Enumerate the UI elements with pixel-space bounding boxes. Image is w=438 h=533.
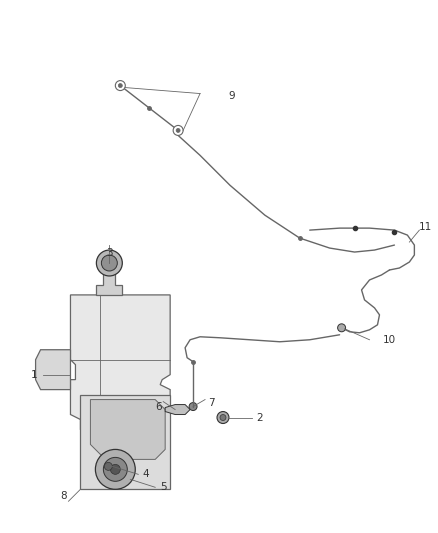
Text: 8: 8 (60, 491, 67, 501)
Text: 6: 6 (155, 401, 162, 411)
Text: 5: 5 (160, 482, 166, 492)
Circle shape (104, 462, 112, 470)
Circle shape (101, 255, 117, 271)
Circle shape (115, 80, 125, 91)
Polygon shape (90, 400, 165, 459)
Circle shape (110, 464, 120, 474)
Circle shape (176, 128, 180, 132)
Circle shape (103, 457, 127, 481)
Text: 11: 11 (419, 222, 432, 232)
Text: 10: 10 (383, 335, 396, 345)
Polygon shape (165, 405, 190, 415)
Circle shape (220, 415, 226, 421)
Circle shape (95, 449, 135, 489)
Text: 7: 7 (208, 398, 214, 408)
Polygon shape (96, 270, 122, 295)
Text: 3: 3 (106, 248, 113, 258)
Circle shape (173, 125, 183, 135)
Circle shape (338, 324, 346, 332)
Text: 4: 4 (143, 470, 149, 479)
Text: 9: 9 (229, 91, 235, 101)
Polygon shape (81, 394, 170, 489)
Circle shape (217, 411, 229, 424)
Text: 2: 2 (257, 413, 263, 423)
Circle shape (189, 402, 197, 410)
Polygon shape (35, 350, 71, 390)
Circle shape (96, 250, 122, 276)
Text: 1: 1 (31, 370, 38, 379)
Circle shape (118, 84, 122, 87)
Polygon shape (71, 295, 170, 434)
